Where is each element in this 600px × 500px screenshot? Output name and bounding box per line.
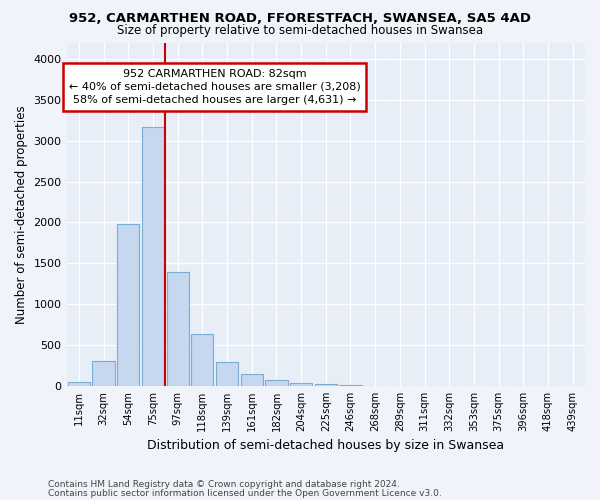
Bar — [92, 360, 115, 386]
X-axis label: Distribution of semi-detached houses by size in Swansea: Distribution of semi-detached houses by … — [147, 440, 505, 452]
Text: Size of property relative to semi-detached houses in Swansea: Size of property relative to semi-detach… — [117, 24, 483, 37]
Bar — [142, 126, 164, 386]
Bar — [216, 362, 238, 386]
Text: 952, CARMARTHEN ROAD, FFORESTFACH, SWANSEA, SA5 4AD: 952, CARMARTHEN ROAD, FFORESTFACH, SWANS… — [69, 12, 531, 26]
Bar — [68, 382, 90, 386]
Y-axis label: Number of semi-detached properties: Number of semi-detached properties — [15, 105, 28, 324]
Text: Contains public sector information licensed under the Open Government Licence v3: Contains public sector information licen… — [48, 488, 442, 498]
Bar — [241, 374, 263, 386]
Bar — [314, 384, 337, 386]
Bar — [117, 224, 139, 386]
Bar — [290, 382, 312, 386]
Text: 952 CARMARTHEN ROAD: 82sqm
← 40% of semi-detached houses are smaller (3,208)
58%: 952 CARMARTHEN ROAD: 82sqm ← 40% of semi… — [69, 68, 361, 105]
Bar — [167, 272, 189, 386]
Bar — [265, 380, 287, 386]
Text: Contains HM Land Registry data © Crown copyright and database right 2024.: Contains HM Land Registry data © Crown c… — [48, 480, 400, 489]
Bar — [191, 334, 214, 386]
